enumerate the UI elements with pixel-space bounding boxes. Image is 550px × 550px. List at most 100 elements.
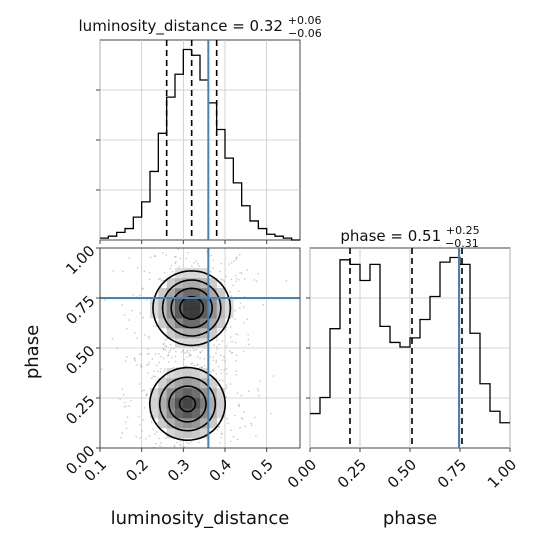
joint-point: [193, 349, 195, 352]
joint-point: [237, 403, 240, 405]
joint-point: [223, 369, 225, 372]
joint-point: [164, 437, 167, 439]
joint-density-bin: [191, 428, 201, 439]
joint-density-bin: [208, 288, 217, 299]
joint-density-bin: [191, 298, 201, 309]
joint-point: [142, 419, 144, 421]
joint-point: [153, 370, 155, 373]
joint-point: [143, 389, 145, 391]
joint-point: [186, 351, 188, 353]
joint-point: [172, 338, 174, 341]
joint-point: [139, 312, 141, 314]
joint-point: [146, 299, 148, 301]
joint-point: [203, 347, 205, 350]
joint-point: [162, 251, 164, 254]
joint-point: [272, 375, 275, 377]
joint-point: [121, 432, 123, 434]
joint-point: [121, 388, 124, 391]
joint-density-bin: [216, 318, 226, 329]
joint-point: [132, 294, 135, 296]
joint-point: [125, 427, 128, 430]
joint-point: [146, 353, 149, 356]
joint-point: [235, 359, 237, 362]
joint-density-bin: [191, 288, 201, 299]
joint-point: [181, 351, 183, 353]
joint-point: [219, 442, 221, 444]
joint-density-bin: [166, 308, 176, 319]
joint-point: [218, 343, 220, 346]
joint-density-bin: [191, 328, 201, 339]
joint-ylabel: phase: [22, 325, 43, 379]
joint-density-bin: [191, 388, 201, 399]
joint-point: [254, 416, 256, 419]
joint-point: [234, 318, 236, 321]
joint-density-bin: [175, 418, 184, 429]
joint-point: [150, 421, 153, 423]
joint-point: [122, 394, 125, 396]
joint-point: [246, 269, 248, 271]
joint-point: [236, 392, 239, 395]
joint-point: [136, 267, 139, 269]
joint-point: [229, 291, 232, 293]
joint-point: [215, 361, 217, 364]
joint-point: [154, 255, 157, 257]
joint-point: [219, 270, 221, 273]
joint-density-bin: [183, 298, 192, 309]
joint-point: [231, 340, 233, 343]
joint-point: [173, 445, 176, 448]
joint-point: [128, 257, 130, 259]
joint-point: [140, 363, 142, 366]
joint-point: [142, 316, 144, 319]
joint-density-bin: [166, 418, 176, 429]
joint-point: [234, 275, 237, 277]
joint-point: [158, 278, 160, 280]
joint-point: [256, 280, 258, 282]
joint-point: [167, 355, 169, 357]
joint-point: [220, 432, 223, 435]
joint-point: [220, 262, 223, 265]
hist-phase-quantiles: [349, 248, 463, 448]
joint-point: [212, 369, 215, 372]
joint-point: [240, 417, 243, 419]
joint-point: [199, 357, 201, 359]
hist-luminosity-title-plus: +0.06: [288, 14, 322, 27]
joint-point: [148, 435, 151, 437]
joint-point: [230, 326, 232, 328]
joint-density-bin: [200, 388, 209, 399]
joint-point: [163, 342, 165, 344]
joint-point: [201, 367, 203, 369]
joint-point: [239, 272, 241, 274]
joint-point: [122, 270, 124, 273]
joint-density-bin: [183, 418, 192, 429]
joint-density-bin: [183, 378, 192, 389]
joint-point: [217, 384, 219, 387]
joint-point: [230, 429, 232, 431]
joint-point: [147, 363, 150, 366]
joint-point: [141, 287, 143, 289]
joint-point: [146, 348, 149, 350]
joint-ytick-label: 0.50: [62, 342, 98, 378]
joint-density-bin: [216, 288, 226, 299]
joint-point: [101, 368, 103, 371]
hist-phase-step: [310, 256, 510, 424]
joint-point: [178, 266, 181, 268]
joint-point: [234, 341, 237, 344]
joint-density-bin: [208, 328, 217, 339]
joint-point: [198, 265, 200, 267]
joint-point: [253, 279, 255, 281]
joint-point: [188, 442, 190, 445]
joint-point: [162, 348, 165, 351]
joint-point: [124, 401, 126, 404]
joint-point: [235, 280, 237, 283]
joint-point: [160, 279, 163, 281]
joint-density-bin: [158, 398, 167, 409]
joint-point: [235, 333, 237, 335]
joint-point: [155, 364, 158, 367]
joint-point: [250, 424, 253, 427]
joint-density-bin: [208, 378, 217, 389]
joint-point: [163, 272, 166, 274]
joint-point: [219, 379, 221, 382]
joint-point: [126, 416, 129, 418]
joint-point: [153, 255, 156, 257]
